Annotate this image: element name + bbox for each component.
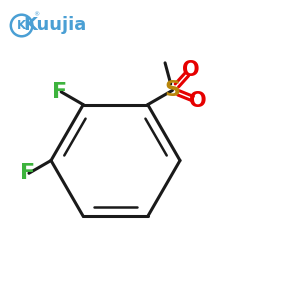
Text: F: F <box>20 163 35 183</box>
Text: ®: ® <box>34 12 40 17</box>
Text: Kuujia: Kuujia <box>23 16 86 34</box>
Text: F: F <box>52 82 67 102</box>
Text: O: O <box>182 60 199 80</box>
Text: O: O <box>189 91 206 110</box>
Text: S: S <box>164 80 180 100</box>
Text: K: K <box>17 19 26 32</box>
